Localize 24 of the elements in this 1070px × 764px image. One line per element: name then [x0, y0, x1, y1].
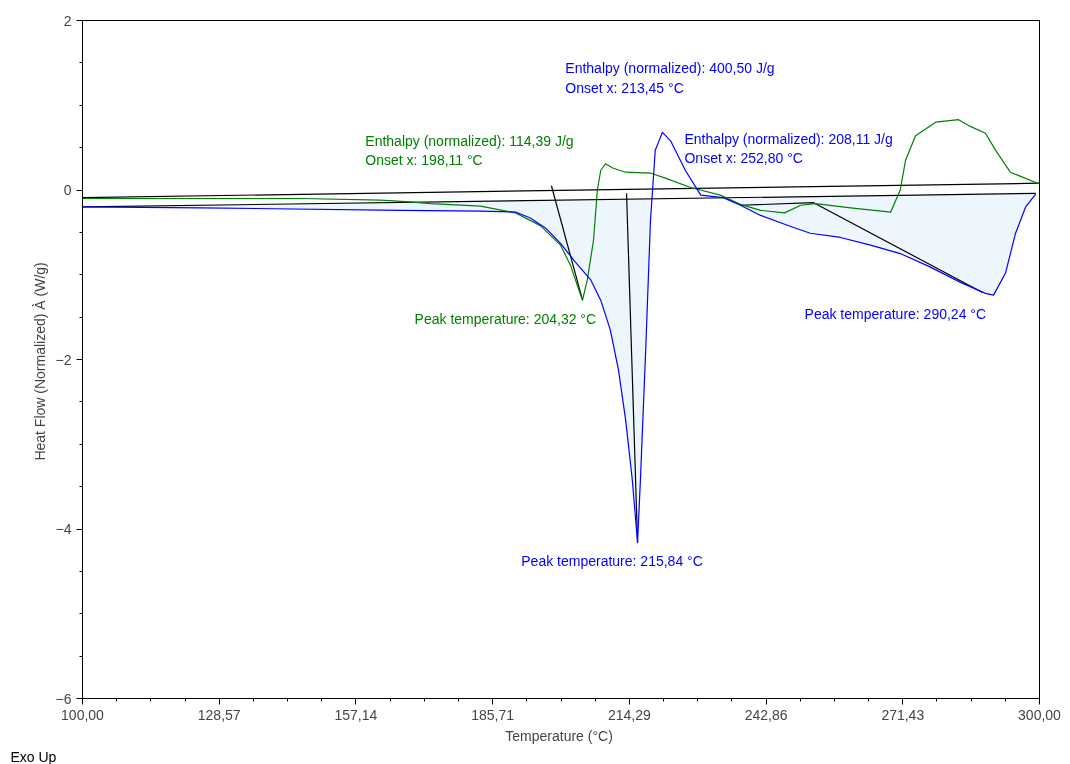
- y-tick-label: −2: [55, 351, 72, 368]
- y-axis-title: Heat Flow (Normalized) À (W/g): [31, 262, 48, 461]
- x-axis-title: Temperature (°C): [505, 727, 613, 744]
- x-tick-label: 242,86: [744, 706, 788, 723]
- annotation: Peak temperature: 204,32 °C: [414, 311, 597, 328]
- x-tick-label: 271,43: [881, 706, 925, 723]
- text: Exo Up: [10, 748, 57, 764]
- line-series: [82, 131, 1037, 544]
- x-tick-label: 128,57: [197, 706, 241, 723]
- y-tick-label: 2: [63, 12, 72, 29]
- y-tick-label: −6: [55, 690, 72, 707]
- annotation: Peak temperature: 215,84 °C: [521, 552, 703, 569]
- y-tick-label: 0: [63, 182, 72, 198]
- line-series: [82, 119, 1040, 301]
- x-tick-label: 185,71: [471, 706, 515, 723]
- annotation: Peak temperature: 290,24 °C: [804, 306, 987, 323]
- y-tick-label: −4: [55, 521, 72, 537]
- x-tick-label: 157,14: [334, 706, 378, 723]
- x-tick-label: 100,00: [61, 706, 105, 723]
- annotation: Enthalpy (normalized): 114,39 J/g Onset x: 198,11 °C: [365, 133, 574, 169]
- x-tick-label: 214,29: [607, 706, 651, 723]
- annotation: Enthalpy (normalized): 208,11 J/g Onset x: 252,80 °C: [684, 130, 893, 166]
- x-tick-label: 300,00: [1018, 706, 1062, 723]
- annotation: Enthalpy (normalized): 400,50 J/g Onset x: 213,45 °C: [565, 60, 775, 96]
